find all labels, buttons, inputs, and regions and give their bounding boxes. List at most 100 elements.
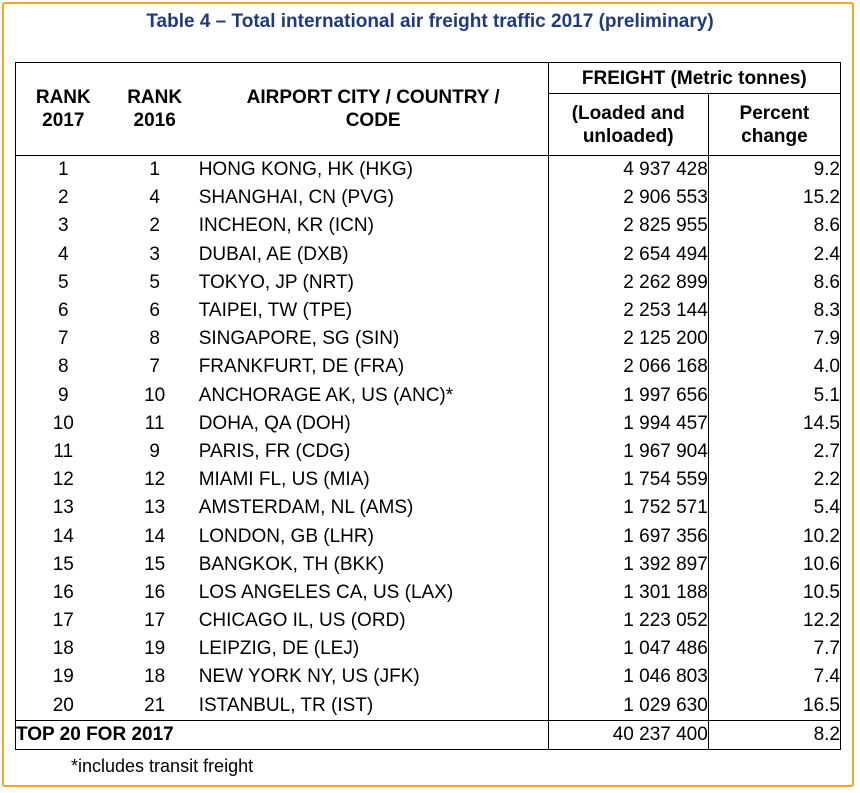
rank-2016-cell: 10: [144, 384, 166, 406]
percent-change-cell: 5.4: [708, 494, 842, 523]
airport-city-cell: TOKYO, JP (NRT): [198, 268, 549, 297]
percent-change-cell: 10.2: [708, 522, 842, 551]
rank-2016-cell: 18: [144, 666, 166, 688]
airport-city-cell: ISTANBUL, TR (IST): [198, 691, 549, 721]
freight-table: RANK 2017 RANK 2016 AIRPORT CITY / COUNTRY…: [14, 62, 842, 750]
total-percent: 8.2: [708, 719, 842, 750]
rank-2017-cell: 16: [14, 578, 111, 607]
airport-city-cell: INCHEON, KR (ICN): [198, 212, 549, 241]
header-airport-city: AIRPORT CITY / COUNTRY / CODE: [198, 62, 549, 156]
percent-change-cell: 8.6: [708, 268, 842, 297]
airport-city-cell: SINGAPORE, SG (SIN): [198, 325, 549, 354]
percent-change-cell: 4.0: [708, 353, 842, 382]
freight-cell: 1 047 486: [548, 635, 709, 664]
rank-2016-cell: 19: [144, 638, 166, 660]
rank-2017-cell: 18: [14, 635, 111, 664]
airport-city-cell: ANCHORAGE AK, US (ANC)*: [198, 381, 549, 410]
rank-2017-cell: 9: [14, 381, 111, 410]
freight-cell: 2 654 494: [548, 240, 709, 269]
rank-2017-cell: 19: [14, 663, 111, 692]
table-row: 16 16 LOS ANGELES CA, US (LAX) 1 301 188 10.…: [14, 578, 842, 607]
airport-city-cell: CHICAGO IL, US (ORD): [198, 607, 549, 636]
freight-cell: 2 066 168: [548, 353, 709, 382]
rank-2017-cell: 12: [14, 466, 111, 495]
table-row: 19 18 NEW YORK NY, US (JFK) 1 046 803 7.4: [14, 663, 842, 692]
total-row: TOP 20 FOR 2017 40 237 400 8.2: [15, 719, 842, 750]
rank-2016-cell: 6: [149, 300, 160, 322]
percent-change-cell: 9.2: [708, 155, 842, 185]
percent-change-cell: 15.2: [708, 184, 842, 213]
rank-2017-cell: 20: [14, 691, 111, 721]
freight-cell: 1 967 904: [548, 437, 709, 467]
freight-cell: 1 223 052: [548, 607, 709, 636]
rank-2017-cell: 3: [14, 212, 111, 241]
percent-change-cell: 8.6: [708, 212, 842, 241]
airport-city-cell: LOS ANGELES CA, US (LAX): [198, 578, 549, 607]
rank-2017-cell: 4: [14, 240, 111, 269]
percent-change-cell: 2.2: [708, 466, 842, 495]
table-row: 14 14 LONDON, GB (LHR) 1 697 356 10.2: [14, 522, 842, 551]
rank-2017-cell: 11: [14, 437, 111, 467]
rank-2017-cell: 1: [14, 155, 111, 185]
rank-2017-cell: 5: [14, 268, 111, 297]
rank-2016-cell: 17: [144, 610, 166, 632]
table-row: 4 3 DUBAI, AE (DXB) 2 654 494 2.4: [14, 240, 842, 269]
freight-cell: 1 697 356: [548, 522, 709, 551]
freight-cell: 2 125 200: [548, 325, 709, 354]
freight-cell: 2 262 899: [548, 268, 709, 297]
table-body: 1 1 HONG KONG, HK (HKG) 4 937 428 9.2 2 4 SHANG…: [14, 155, 842, 721]
freight-cell: 1 301 188: [548, 578, 709, 607]
table-row: 1 1 HONG KONG, HK (HKG) 4 937 428 9.2: [14, 155, 842, 185]
freight-cell: 4 937 428: [548, 155, 709, 185]
freight-cell: 2 825 955: [548, 212, 709, 241]
freight-cell: 1 997 656: [548, 381, 709, 410]
airport-city-cell: AMSTERDAM, NL (AMS): [198, 494, 549, 523]
freight-cell: 1 754 559: [548, 466, 709, 495]
airport-city-cell: BANGKOK, TH (BKK): [198, 550, 549, 579]
rank-2016-cell: 2: [149, 215, 160, 237]
rank-2016-cell: 15: [144, 553, 166, 575]
rank-2016-cell: 13: [144, 497, 166, 519]
rank-2016-cell: 12: [144, 469, 166, 491]
rank-2016-cell: 14: [144, 525, 166, 547]
table-row: 10 11 DOHA, QA (DOH) 1 994 457 14.5: [14, 409, 842, 438]
freight-cell: 1 994 457: [548, 409, 709, 438]
freight-cell: 1 392 897: [548, 550, 709, 579]
percent-change-cell: 5.1: [708, 381, 842, 410]
table-row: 20 21 ISTANBUL, TR (IST) 1 029 630 16.5: [14, 691, 842, 721]
rank-2016-cell: 4: [149, 187, 160, 209]
header-rank-2017: RANK 2017: [14, 62, 111, 156]
rank-2017-cell: 15: [14, 550, 111, 579]
table-row: 9 10 ANCHORAGE AK, US (ANC)* 1 997 656 5.1: [14, 381, 842, 410]
percent-change-cell: 7.9: [708, 325, 842, 354]
rank-2016-cell: 16: [144, 581, 166, 603]
rank-2016-cell: 9: [149, 440, 160, 462]
table-row: 3 2 INCHEON, KR (ICN) 2 825 955 8.6: [14, 212, 842, 241]
percent-change-cell: 2.4: [708, 240, 842, 269]
footnote: *includes transit freight: [71, 756, 254, 776]
airport-city-cell: HONG KONG, HK (HKG): [198, 155, 549, 185]
rank-2016-cell: 5: [149, 271, 160, 293]
percent-change-cell: 7.7: [708, 635, 842, 664]
rank-2016-cell: 8: [149, 328, 160, 350]
rank-2017-cell: 10: [14, 409, 111, 438]
airport-city-cell: NEW YORK NY, US (JFK): [198, 663, 549, 692]
percent-change-cell: 7.4: [708, 663, 842, 692]
airport-city-cell: FRANKFURT, DE (FRA): [198, 353, 549, 382]
rank-2017-cell: 2: [14, 184, 111, 213]
total-label: TOP 20 FOR 2017: [15, 719, 549, 750]
rank-2016-cell: 3: [149, 243, 160, 265]
table-row: 17 17 CHICAGO IL, US (ORD) 1 223 052 12.2: [14, 607, 842, 636]
rank-2017-cell: 8: [14, 353, 111, 382]
airport-city-cell: SHANGHAI, CN (PVG): [198, 184, 549, 213]
header-freight-group: FREIGHT (Metric tonnes): [548, 62, 842, 94]
freight-cell: 1 752 571: [548, 494, 709, 523]
percent-change-cell: 2.7: [708, 437, 842, 467]
header-rank-2016: RANK 2016: [110, 62, 199, 156]
percent-change-cell: 10.6: [708, 550, 842, 579]
freight-cell: 1 029 630: [548, 691, 709, 721]
rank-2017-cell: 7: [14, 325, 111, 354]
table-row: 13 13 AMSTERDAM, NL (AMS) 1 752 571 5.4: [14, 494, 842, 523]
header-percent-change: Percent change: [708, 93, 842, 156]
